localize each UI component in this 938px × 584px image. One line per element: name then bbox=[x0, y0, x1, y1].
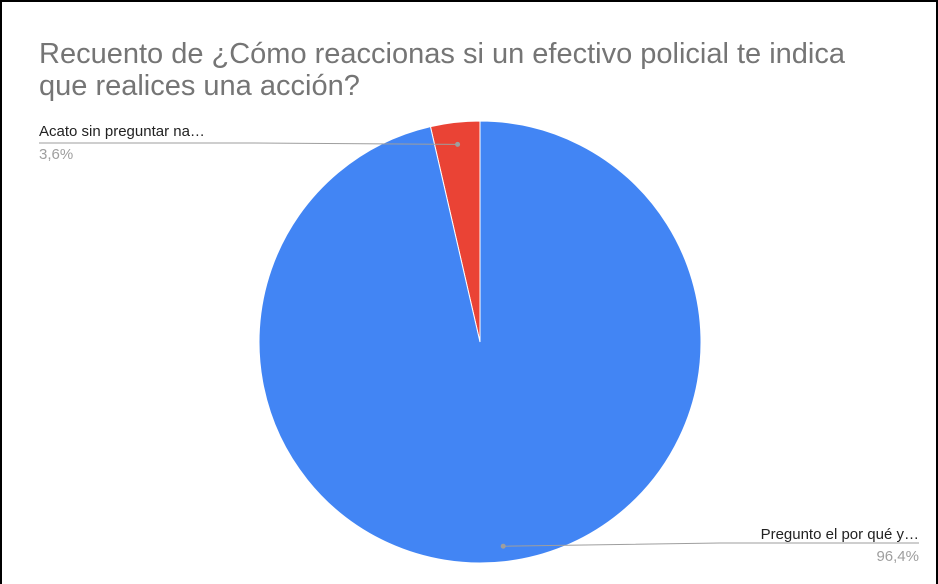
slice-label-name: Pregunto el por qué y… bbox=[761, 526, 919, 543]
leader-line bbox=[503, 542, 919, 547]
leader-dot bbox=[500, 543, 506, 549]
slice-label-acato: Acato sin preguntar na… 3,6% bbox=[39, 123, 205, 163]
leader-lines bbox=[39, 141, 919, 549]
chart-title: Recuento de ¿Cómo reaccionas si un efect… bbox=[39, 38, 919, 102]
slice-label-pregunto: Pregunto el por qué y… 96,4% bbox=[761, 526, 919, 565]
leader-dot bbox=[455, 141, 461, 147]
slice-label-name: Acato sin preguntar na… bbox=[39, 123, 205, 140]
leader-line bbox=[39, 142, 458, 145]
slice-label-percent: 96,4% bbox=[876, 548, 919, 565]
pie-slice[interactable] bbox=[258, 120, 702, 564]
pie-slices bbox=[258, 120, 702, 564]
chart-title-line-2: que realices una acción? bbox=[39, 70, 360, 102]
chart-title-line-1: Recuento de ¿Cómo reaccionas si un efect… bbox=[39, 38, 845, 70]
slice-label-percent: 3,6% bbox=[39, 146, 73, 163]
